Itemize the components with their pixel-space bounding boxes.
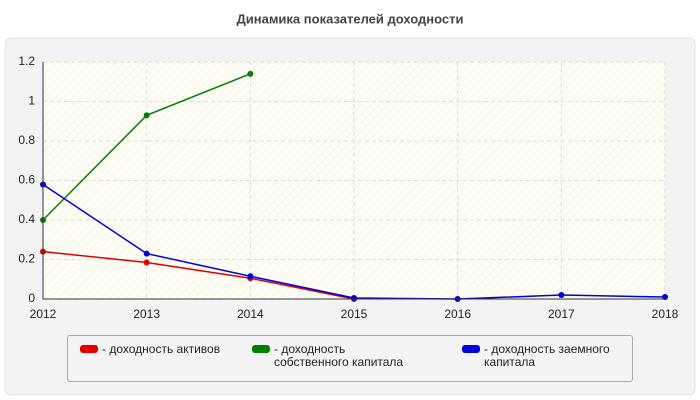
- legend-swatch: [462, 345, 480, 353]
- data-point: [143, 250, 150, 257]
- x-tick-label: 2017: [548, 307, 575, 321]
- y-tick-label: 0.6: [18, 173, 35, 187]
- series-line: [42, 250, 355, 300]
- x-tick-label: 2016: [444, 307, 471, 321]
- y-tick-label: 1.2: [18, 54, 35, 68]
- y-tick-label: 0.8: [18, 133, 35, 147]
- y-tick-label: 1: [28, 94, 35, 108]
- x-tick-label: 2012: [30, 307, 57, 321]
- legend-label: - доходность активов: [102, 342, 221, 356]
- y-tick-label: 0.4: [18, 212, 35, 226]
- data-point: [558, 292, 565, 299]
- legend-item: - доходность собственного капитала: [252, 343, 422, 369]
- x-tick-label: 2013: [133, 307, 160, 321]
- data-point: [247, 70, 254, 77]
- legend-item: - доходность заемного капитала: [462, 343, 632, 369]
- data-point: [247, 273, 254, 280]
- legend-label: - доходность заемного капитала: [484, 342, 610, 369]
- legend-label: - доходность собственного капитала: [274, 342, 404, 369]
- legend-swatch: [252, 345, 270, 353]
- data-point: [351, 295, 357, 302]
- legend-item: - доходность активов: [80, 343, 250, 356]
- data-point: [143, 259, 150, 266]
- legend: - доходность активов - доходность собстве…: [67, 335, 633, 382]
- y-tick-label: 0: [28, 291, 35, 305]
- chart-title: Динамика показателей доходности: [236, 11, 463, 26]
- y-tick-label: 0.2: [18, 252, 35, 266]
- data-point: [143, 112, 150, 119]
- legend-swatch: [80, 345, 98, 353]
- x-tick-label: 2018: [652, 307, 679, 321]
- x-tick-label: 2014: [237, 307, 264, 321]
- x-tick-label: 2015: [341, 307, 368, 321]
